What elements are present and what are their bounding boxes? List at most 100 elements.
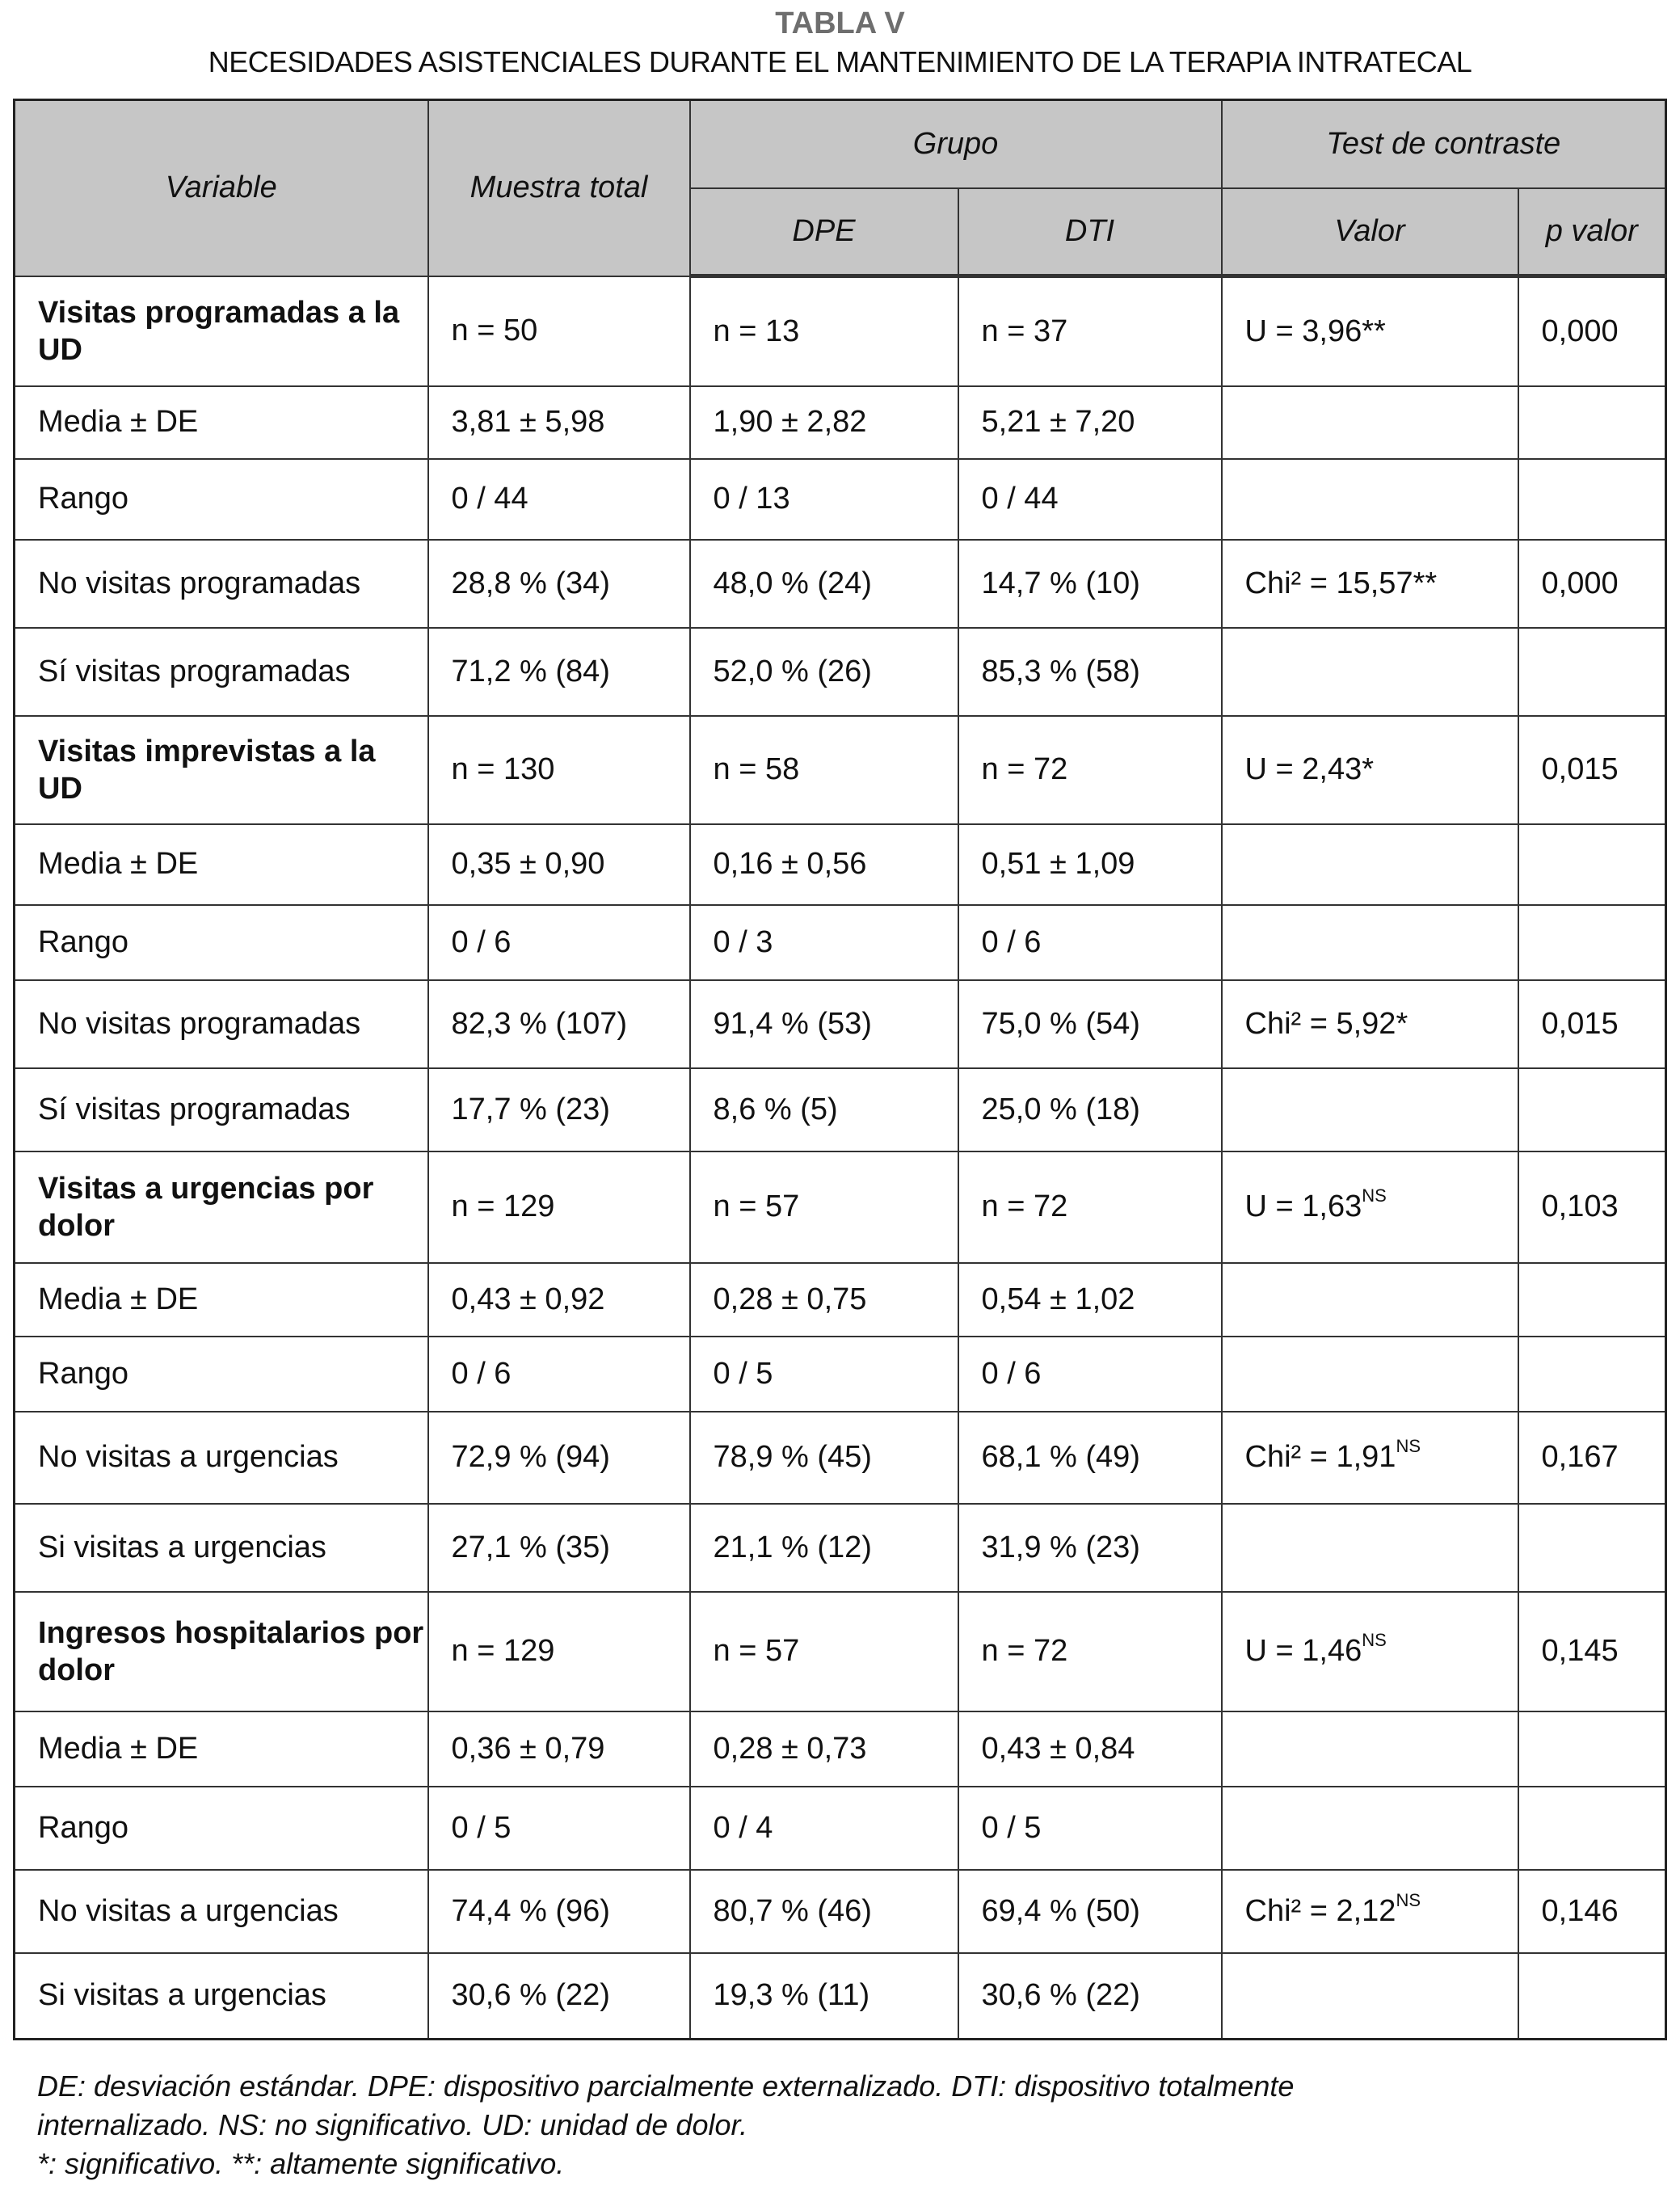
cell-dti-text: 75,0 % (54) [981,1006,1140,1041]
cell-total: 0,36 ± 0,79 [427,1710,691,1787]
cell-dpe: n = 58 [688,714,959,825]
cell-valor: Chi² = 15,57** [1220,538,1519,629]
table-row: No visitas programadas 82,3 % (107) 91,4 %… [13,979,1667,1069]
cell-variable-text: Ingresos hospitalarios por dolor [38,1615,424,1687]
cell-dpe-text: 0 / 13 [713,482,790,516]
cell-variable: Visitas programadas a la UD [13,275,429,387]
cell-valor: U = 2,43* [1220,714,1519,825]
cell-p-text: 0,103 [1541,1189,1619,1223]
cell-variable-text: Sí visitas programadas [38,654,351,688]
header-valor: Valor [1220,187,1519,278]
cell-dpe-text: 78,9 % (45) [713,1440,872,1474]
cell-dpe: n = 57 [688,1590,959,1712]
cell-p [1517,1335,1667,1412]
cell-dpe-text: 52,0 % (26) [713,654,872,688]
cell-variable-text: Sí visitas programadas [38,1092,351,1126]
cell-total: 27,1 % (35) [427,1502,691,1593]
cell-dti: 0,54 ± 1,02 [957,1261,1223,1337]
cell-variable-text: No visitas programadas [38,1006,361,1041]
cell-dpe: 1,90 ± 2,82 [688,385,959,460]
cell-total: 72,9 % (94) [427,1410,691,1505]
cell-dpe: 80,7 % (46) [688,1868,959,1954]
cell-total-text: 0,36 ± 0,79 [451,1731,605,1766]
cell-total-text: n = 129 [451,1189,555,1223]
cell-dpe: 91,4 % (53) [688,979,959,1069]
cell-p [1517,1067,1667,1152]
cell-variable-text: No visitas programadas [38,566,361,600]
cell-dti-text: 0 / 44 [981,482,1059,516]
cell-total-text: 74,4 % (96) [451,1893,610,1928]
cell-valor-text: Chi² = 15,57** [1244,566,1438,600]
cell-dpe-text: 0,16 ± 0,56 [713,847,867,881]
cell-dpe-text: 1,90 ± 2,82 [713,405,867,439]
cell-p [1517,823,1667,906]
cell-dpe: 0 / 13 [688,457,959,541]
cell-p-text: 0,145 [1541,1634,1619,1668]
cell-dti-text: 68,1 % (49) [981,1440,1140,1474]
table-row: No visitas a urgencias 74,4 % (96) 80,7 % … [13,1868,1667,1954]
cell-p: 0,103 [1517,1150,1667,1264]
table-row: Si visitas a urgencias 30,6 % (22) 19,3 % … [13,1951,1667,2040]
cell-valor [1220,1502,1519,1593]
cell-variable-text: Rango [38,482,128,516]
cell-total: 0,35 ± 0,90 [427,823,691,906]
table-row: Sí visitas programadas 17,7 % (23) 8,6 % (… [13,1067,1667,1152]
table-row: Rango 0 / 6 0 / 5 0 / 6 [13,1335,1667,1412]
table-title: TABLA V [775,6,905,40]
cell-total: 0,43 ± 0,92 [427,1261,691,1337]
table-row: Visitas imprevistas a la UD n = 130 n = 58… [13,714,1667,825]
data-table: Variable Muestra total Grupo Test de con… [13,99,1668,2040]
cell-dpe-text: 0,28 ± 0,75 [713,1282,867,1316]
cell-valor [1220,1261,1519,1337]
cell-variable-text: Media ± DE [38,1282,199,1316]
cell-variable: Rango [13,457,429,541]
cell-total-text: 72,9 % (94) [451,1440,610,1474]
table-row: Rango 0 / 5 0 / 4 0 / 5 [13,1785,1667,1871]
cell-variable: Si visitas a urgencias [13,1951,429,2040]
cell-valor [1220,626,1519,717]
cell-variable: Ingresos hospitalarios por dolor [13,1590,429,1712]
cell-total: 0 / 6 [427,903,691,981]
cell-variable: Visitas imprevistas a la UD [13,714,429,825]
cell-total: 74,4 % (96) [427,1868,691,1954]
table-row: Visitas programadas a la UD n = 50 n = 13 n… [13,275,1667,387]
cell-valor: U = 1,46NS [1220,1590,1519,1712]
cell-total: n = 129 [427,1150,691,1264]
cell-total: n = 130 [427,714,691,825]
header-dti: DTI [957,187,1223,278]
cell-dpe: 19,3 % (11) [688,1951,959,2040]
cell-dpe-text: 8,6 % (5) [713,1092,838,1126]
cell-dti: 0 / 5 [957,1785,1223,1871]
cell-total: 28,8 % (34) [427,538,691,629]
cell-valor [1220,1785,1519,1871]
cell-dti-text: 85,3 % (58) [981,654,1140,688]
cell-total-text: 82,3 % (107) [451,1006,628,1041]
cell-dti-text: 30,6 % (22) [981,1978,1140,2013]
cell-dti: 0 / 6 [957,903,1223,981]
cell-p [1517,626,1667,717]
table-row: Rango 0 / 6 0 / 3 0 / 6 [13,903,1667,981]
cell-dti-text: n = 72 [981,1634,1068,1668]
cell-variable-text: Si visitas a urgencias [38,1978,326,2013]
cell-dpe: 48,0 % (24) [688,538,959,629]
cell-valor-text: Chi² = 1,91 [1244,1440,1396,1474]
cell-dpe: 52,0 % (26) [688,626,959,717]
cell-p: 0,015 [1517,714,1667,825]
footnote: DE: desviación estándar. DPE: dispositiv… [37,2067,1294,2183]
table-row: Visitas a urgencias por dolor n = 129 n = … [13,1150,1667,1264]
cell-dti: 30,6 % (22) [957,1951,1223,2040]
cell-dti-text: n = 72 [981,1189,1068,1223]
cell-valor-text: U = 3,96** [1244,314,1386,348]
cell-dpe: 0 / 3 [688,903,959,981]
cell-dpe: n = 57 [688,1150,959,1264]
cell-dti-text: n = 37 [981,314,1068,348]
cell-total: 17,7 % (23) [427,1067,691,1152]
cell-variable: Rango [13,1785,429,1871]
cell-dpe-text: n = 57 [713,1189,800,1223]
cell-total-text: 0,43 ± 0,92 [451,1282,605,1316]
cell-valor: U = 3,96** [1220,275,1519,387]
cell-p: 0,146 [1517,1868,1667,1954]
cell-p: 0,015 [1517,979,1667,1069]
cell-dpe: 78,9 % (45) [688,1410,959,1505]
cell-dpe: 21,1 % (12) [688,1502,959,1593]
